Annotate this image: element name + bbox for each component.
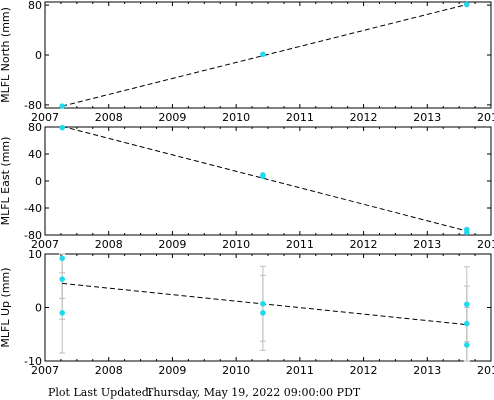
x-tick-label: 2014 [477, 111, 494, 124]
x-tick-label: 2007 [31, 238, 59, 251]
x-tick-label: 2014 [477, 364, 494, 377]
x-tick-label: 2007 [31, 364, 59, 377]
x-tick-label: 2013 [413, 238, 441, 251]
x-tick-label: 2011 [286, 238, 314, 251]
x-tick-label: 2010 [222, 238, 250, 251]
data-point [59, 103, 66, 109]
x-tick-label: 2012 [350, 364, 378, 377]
data-point [260, 51, 266, 58]
footer-label: Plot Last Updated: [48, 386, 152, 399]
data-point [260, 300, 266, 307]
trend-line [62, 125, 467, 232]
plot-frame [44, 253, 492, 362]
y-tick-label: 80 [28, 0, 42, 12]
x-tick-label: 2011 [286, 111, 314, 124]
data-point [59, 310, 66, 316]
x-tick-label: 2010 [222, 364, 250, 377]
y-axis-label: MLFL Up (mm) [0, 267, 12, 347]
panel-3: 2007 2008 2009 2010 2011 2012 2013 2014 -10 0 10 ML… [0, 248, 494, 377]
data-point [59, 124, 66, 131]
panel-2: 2007 2008 2009 2010 2011 2012 2013 2014 -80 -40 0 4… [0, 121, 494, 251]
x-tick-label: 2008 [95, 364, 123, 377]
plot-frame [44, 126, 492, 236]
x-tick-label: 2009 [158, 111, 186, 124]
x-tick-label: 2014 [477, 238, 494, 251]
x-tick-label: 2010 [222, 111, 250, 124]
y-tick-label: 0 [35, 302, 42, 315]
y-tick-label: 10 [28, 248, 42, 261]
data-point [260, 173, 266, 180]
panels-group: 2007 2008 2009 2010 2011 2012 2013 2014 -80 0 80 ML… [0, 0, 494, 377]
data-point [463, 342, 470, 348]
x-tick-label: 2009 [158, 238, 186, 251]
data-point [260, 310, 266, 316]
data-point [59, 255, 66, 262]
data-point [463, 301, 470, 308]
data-point [463, 320, 470, 327]
y-tick-label: 0 [35, 49, 42, 62]
plot-frame [44, 1, 492, 109]
y-tick-label: -40 [24, 202, 42, 215]
x-tick-label: 2012 [350, 238, 378, 251]
y-tick-label: -80 [24, 229, 42, 242]
x-tick-label: 2007 [31, 111, 59, 124]
data-point [59, 276, 66, 282]
x-tick-label: 2013 [413, 364, 441, 377]
x-tick-label: 2011 [286, 364, 314, 377]
x-tick-label: 2013 [413, 111, 441, 124]
y-axis-label: MLFL East (mm) [0, 137, 12, 226]
y-axis-label: MLFL North (mm) [0, 7, 12, 103]
y-tick-label: 0 [35, 175, 42, 188]
panel-1: 2007 2008 2009 2010 2011 2012 2013 2014 -80 0 80 ML… [0, 0, 494, 124]
x-tick-label: 2012 [350, 111, 378, 124]
x-tick-label: 2008 [95, 238, 123, 251]
x-tick-label: 2008 [95, 111, 123, 124]
y-tick-label: -10 [24, 355, 42, 368]
data-point [463, 1, 470, 8]
y-tick-label: 40 [28, 148, 42, 161]
y-tick-label: -80 [24, 99, 42, 112]
data-point [463, 229, 470, 236]
footer-date: Thursday, May 19, 2022 09:00:00 PDT [146, 386, 361, 399]
x-tick-label: 2009 [158, 364, 186, 377]
y-tick-label: 80 [28, 121, 42, 134]
